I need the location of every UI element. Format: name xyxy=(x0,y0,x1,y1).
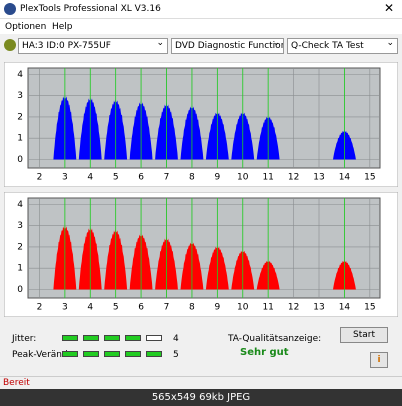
drive-select[interactable]: HA:3 ID:0 PX-755UF xyxy=(18,38,168,54)
x-tick-label: 11 xyxy=(262,173,273,183)
x-tick-label: 14 xyxy=(339,173,351,183)
peak-value: 5 xyxy=(173,350,179,360)
x-tick-label: 2 xyxy=(37,303,43,313)
x-tick-label: 7 xyxy=(164,173,170,183)
y-tick-label: 3 xyxy=(17,221,23,231)
x-tick-label: 5 xyxy=(113,303,119,313)
status-bar: Bereit xyxy=(0,376,402,389)
x-tick-label: 3 xyxy=(62,173,68,183)
menu-item[interactable]: Optionen xyxy=(5,22,47,32)
title-bar: PlexTools Professional XL V3.16 ✕ xyxy=(0,0,402,19)
y-tick-label: 4 xyxy=(17,200,23,210)
y-tick-label: 2 xyxy=(17,242,23,252)
meter-segment xyxy=(83,335,99,341)
y-tick-label: 1 xyxy=(17,134,23,144)
quality-label: TA-Qualitätsanzeige: xyxy=(228,334,322,344)
x-tick-label: 6 xyxy=(138,303,144,313)
y-tick-label: 2 xyxy=(17,112,23,122)
x-tick-label: 11 xyxy=(262,303,273,313)
meter-segment xyxy=(146,335,162,341)
meter-segment xyxy=(62,335,78,341)
x-tick-label: 4 xyxy=(87,303,93,313)
meter-segment xyxy=(146,351,162,357)
meter-segment xyxy=(104,335,120,341)
x-tick-label: 6 xyxy=(138,173,144,183)
meter-segment xyxy=(62,351,78,357)
image-caption: 565x549 69kb JPEG xyxy=(0,389,402,406)
status-text: Bereit xyxy=(3,378,30,388)
y-tick-label: 1 xyxy=(17,264,23,274)
x-tick-label: 8 xyxy=(189,303,195,313)
peak-label: Peak-Veränd: xyxy=(12,350,71,360)
y-tick-label: 3 xyxy=(17,91,23,101)
x-tick-label: 5 xyxy=(113,173,119,183)
info-button[interactable]: i xyxy=(370,352,388,368)
x-tick-label: 10 xyxy=(237,303,249,313)
x-tick-label: 15 xyxy=(364,303,375,313)
x-tick-label: 13 xyxy=(313,173,324,183)
y-tick-label: 4 xyxy=(17,70,23,80)
x-tick-label: 13 xyxy=(313,303,324,313)
start-button[interactable]: Start xyxy=(340,327,388,343)
function-select[interactable]: DVD Diagnostic Functions xyxy=(171,38,284,54)
meter-segment xyxy=(83,351,99,357)
test-select[interactable]: Q-Check TA Test xyxy=(287,38,398,54)
menu-bar: Optionen Help xyxy=(0,19,402,34)
y-tick-label: 0 xyxy=(17,155,23,165)
x-tick-label: 3 xyxy=(62,303,68,313)
x-tick-label: 12 xyxy=(288,303,299,313)
x-tick-label: 7 xyxy=(164,303,170,313)
meter-segment xyxy=(104,351,120,357)
menu-item[interactable]: Help xyxy=(52,22,73,32)
drive-icon xyxy=(4,39,16,51)
x-tick-label: 4 xyxy=(87,173,93,183)
x-tick-label: 12 xyxy=(288,173,299,183)
quality-value: Sehr gut xyxy=(240,347,289,358)
x-tick-label: 2 xyxy=(37,173,43,183)
y-tick-label: 0 xyxy=(17,285,23,295)
x-tick-label: 9 xyxy=(214,303,220,313)
meter-segment xyxy=(125,351,141,357)
x-tick-label: 10 xyxy=(237,173,249,183)
meter-segment xyxy=(125,335,141,341)
x-tick-label: 14 xyxy=(339,303,351,313)
jitter-label: Jitter: xyxy=(12,334,37,344)
x-tick-label: 9 xyxy=(214,173,220,183)
jitter-value: 4 xyxy=(173,334,179,344)
app-icon xyxy=(4,3,16,15)
x-tick-label: 8 xyxy=(189,173,195,183)
close-button[interactable]: ✕ xyxy=(384,1,395,15)
x-tick-label: 15 xyxy=(364,173,375,183)
window-title: PlexTools Professional XL V3.16 xyxy=(20,4,161,14)
